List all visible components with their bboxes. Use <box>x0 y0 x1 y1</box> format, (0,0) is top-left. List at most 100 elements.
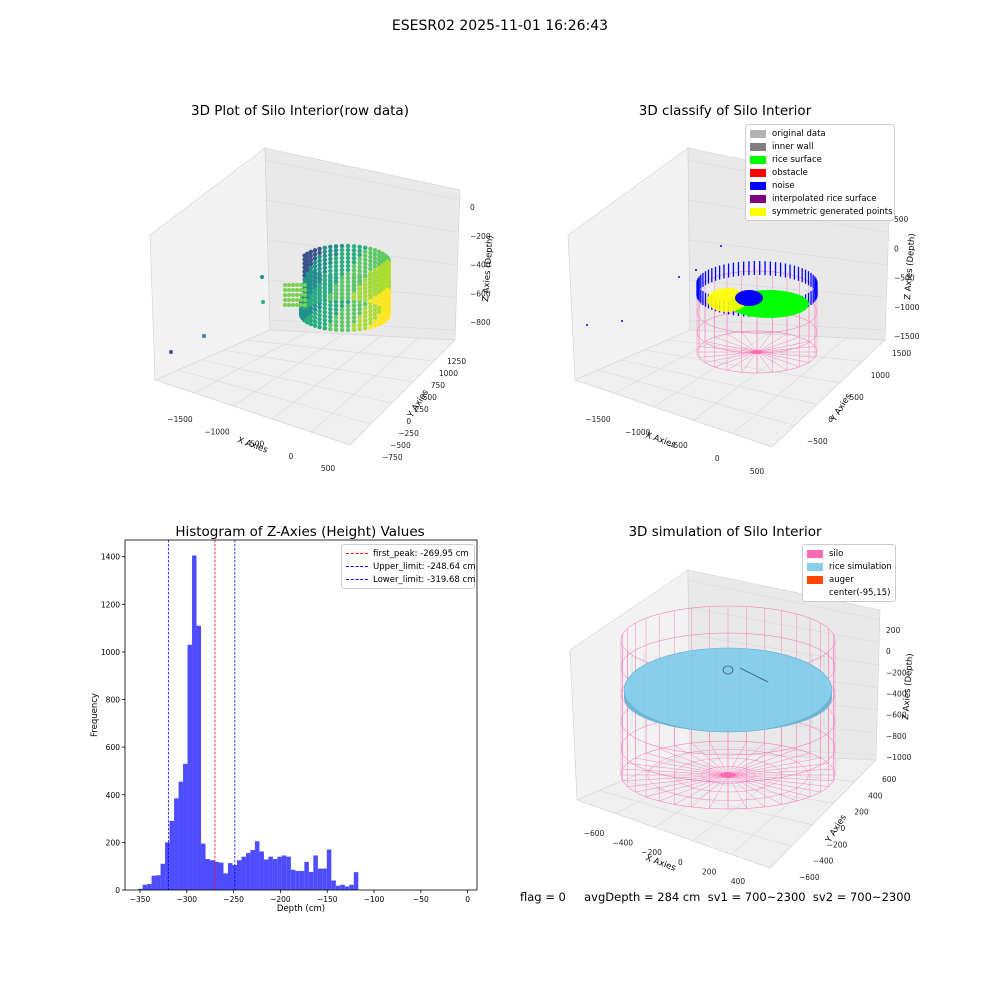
panel2-silo-wire <box>756 351 773 373</box>
panel4-ztick: −600 <box>886 711 907 720</box>
panel1-point <box>322 257 327 262</box>
panel1-point <box>376 297 382 303</box>
panel1-point <box>339 279 345 285</box>
histogram-bar <box>268 856 273 890</box>
panel1-point <box>357 272 362 278</box>
panel2-noise-point <box>678 276 680 278</box>
panel1-point <box>295 288 299 292</box>
panel1-point <box>363 302 368 307</box>
histogram-bar <box>353 872 359 890</box>
histogram-ytick: 800 <box>106 696 121 705</box>
panel1-point <box>328 306 333 312</box>
histogram-bar <box>322 868 327 890</box>
legend-swatch <box>750 142 766 151</box>
panel1-point <box>363 253 368 258</box>
panel1-point <box>368 278 373 284</box>
panel1-xtick: −1000 <box>204 427 230 436</box>
panel1-point <box>372 292 378 297</box>
panel1-point <box>312 300 318 305</box>
panel1-point <box>345 299 351 305</box>
panel1-point <box>363 245 368 250</box>
panel1-point <box>363 285 368 290</box>
panel1-point <box>305 271 310 276</box>
panel1-point <box>308 277 314 283</box>
panel1-point <box>345 323 351 329</box>
panel2-noise-point <box>586 324 588 326</box>
panel1-point <box>368 254 373 260</box>
panel1-point <box>368 246 373 252</box>
panel1-point <box>317 312 322 318</box>
panel1-point <box>351 292 357 297</box>
panel1-point <box>376 313 382 319</box>
panel1-point <box>317 246 322 252</box>
legend-swatch <box>807 562 823 571</box>
panel1-point <box>333 244 339 249</box>
legend-line <box>346 579 368 580</box>
legend-label: Upper_limit: -248.64 cm <box>373 561 476 572</box>
panel1-point <box>351 315 357 320</box>
panel1-point <box>372 315 378 320</box>
panel1-point <box>261 300 265 304</box>
panel1-point <box>333 307 339 312</box>
panel1-point <box>339 311 345 317</box>
panel4-xtick: −400 <box>612 839 633 848</box>
panel1-point <box>339 243 345 249</box>
panel2-ytick: 1000 <box>871 371 890 380</box>
histogram-bar <box>349 884 354 890</box>
panel1-point <box>317 324 322 330</box>
histogram-bar <box>196 625 202 890</box>
panel1-point <box>295 293 299 297</box>
histogram-ytick: 1400 <box>101 553 120 562</box>
histogram-bar <box>227 863 233 890</box>
panel2-silo-wire <box>704 351 758 363</box>
panel1-point <box>339 303 345 309</box>
panel1-point <box>308 261 314 267</box>
panel1-point <box>322 293 327 298</box>
histogram-ytick: 1200 <box>101 600 120 609</box>
panel1-point <box>372 303 378 308</box>
panel1-point <box>372 268 378 273</box>
panel1-point <box>305 251 310 256</box>
histogram-bar <box>254 841 260 890</box>
panel1-point <box>368 290 373 296</box>
legend-swatch <box>750 194 766 203</box>
legend-label: noise <box>772 180 795 191</box>
panel1-point <box>287 288 291 292</box>
panel1-point <box>299 293 303 297</box>
panel1-point <box>339 315 345 321</box>
legend-swatch <box>750 168 766 177</box>
histogram-ytick: 200 <box>106 838 121 847</box>
panel1-point <box>333 319 339 324</box>
panel1-point <box>328 310 333 316</box>
histogram-bar <box>286 856 291 890</box>
panel1-title: 3D Plot of Silo Interior(row data) <box>191 103 409 119</box>
legend-swatch <box>807 575 823 584</box>
panel1-point <box>351 252 357 257</box>
panel1-point <box>339 319 345 325</box>
panel1-point <box>357 264 362 270</box>
panel1-point <box>305 255 310 260</box>
panel1-point <box>345 247 351 253</box>
legend-entry: symmetric generated points <box>746 205 894 218</box>
histogram-bar <box>295 870 300 890</box>
panel1-point <box>357 256 362 262</box>
panel1-point <box>351 264 357 269</box>
legend-entry: interpolated rice surface <box>746 192 894 205</box>
panel1-point <box>368 294 373 300</box>
panel4-ytick: −200 <box>827 840 848 849</box>
panel1-point <box>363 322 368 327</box>
histogram-bar <box>281 855 287 890</box>
panel1-point <box>351 284 357 289</box>
legend-label: Lower_limit: -319.68 cm <box>373 574 476 585</box>
panel1-point <box>312 280 318 285</box>
histogram-bar <box>290 869 296 890</box>
panel1-point <box>328 288 333 294</box>
panel2-silo-wire <box>756 351 788 371</box>
panel1-point <box>351 244 357 249</box>
panel1-point <box>308 253 314 259</box>
panel1-point <box>308 317 314 323</box>
panel1-point <box>376 293 382 299</box>
panel1-point <box>368 312 373 318</box>
panel1-point <box>328 252 333 258</box>
panel1-point <box>345 307 351 313</box>
